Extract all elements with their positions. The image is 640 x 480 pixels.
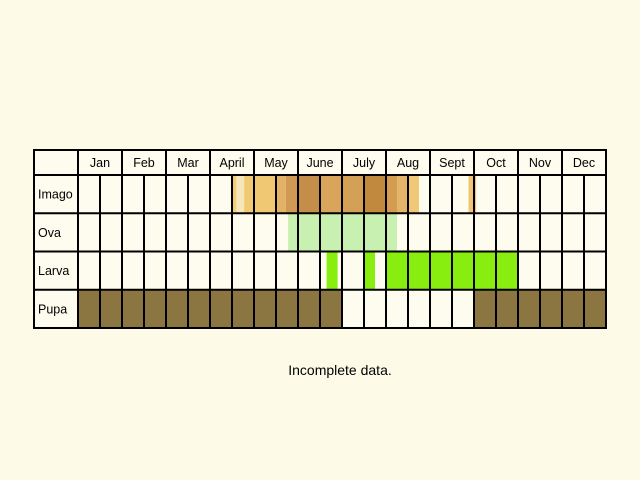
segment-imago-6 — [298, 175, 320, 214]
month-header-jan: Jan — [90, 156, 110, 170]
segment-imago-11 — [397, 175, 408, 214]
month-header-nov: Nov — [529, 156, 552, 170]
segment-imago-3 — [254, 175, 276, 214]
row-label-larva: Larva — [38, 264, 69, 278]
month-header-aug: Aug — [397, 156, 419, 170]
row-label-pupa: Pupa — [38, 302, 67, 316]
row-label-ova: Ova — [38, 226, 61, 240]
month-header-sept: Sept — [439, 156, 465, 170]
segment-imago-9 — [364, 175, 386, 214]
month-header-feb: Feb — [133, 156, 155, 170]
table-labels: Jan Feb Mar April May June July Aug Sept Oct Nov De… — [38, 156, 595, 316]
month-header-june: June — [306, 156, 333, 170]
month-header-july: July — [353, 156, 376, 170]
segment-imago-10 — [386, 175, 397, 214]
segment-imago-1 — [236, 175, 245, 214]
month-header-dec: Dec — [573, 156, 595, 170]
chart-caption: Incomplete data. — [288, 362, 392, 378]
segment-imago-12 — [408, 175, 419, 214]
table-grid — [33, 149, 607, 329]
segment-imago-5 — [285, 175, 298, 214]
segment-imago-2 — [244, 175, 254, 214]
row-label-imago: Imago — [38, 188, 73, 202]
segment-larva-1 — [364, 251, 375, 290]
segment-imago-4 — [276, 175, 286, 214]
month-header-mar: Mar — [177, 156, 199, 170]
month-header-may: May — [264, 156, 288, 170]
segment-imago-13 — [468, 175, 477, 214]
month-header-april: April — [219, 156, 244, 170]
segment-imago-0 — [230, 175, 237, 214]
segment-imago-8 — [342, 175, 364, 214]
segment-imago-7 — [320, 175, 342, 214]
segment-larva-0 — [326, 251, 338, 290]
month-header-oct: Oct — [486, 156, 506, 170]
